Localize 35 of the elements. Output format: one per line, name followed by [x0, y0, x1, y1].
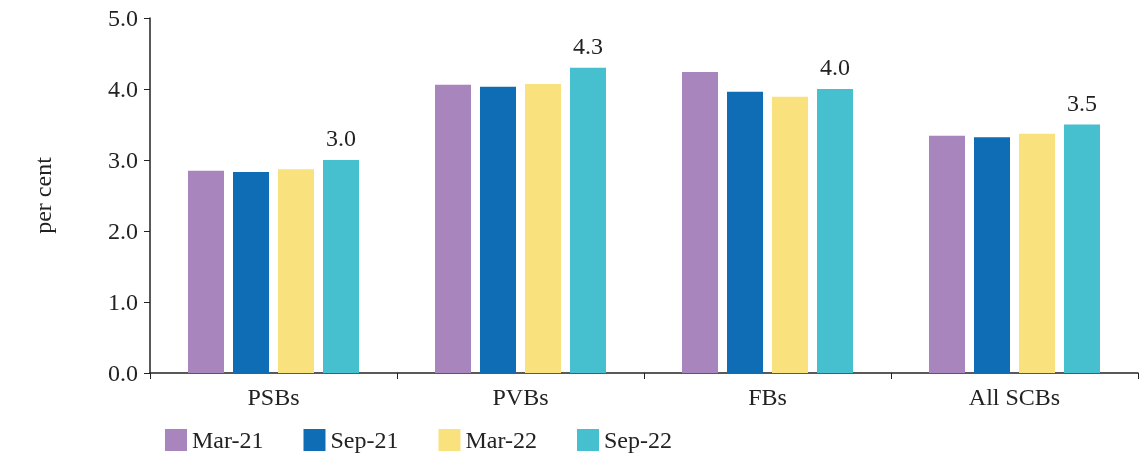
- bar: [727, 91, 763, 373]
- bar: [974, 137, 1010, 373]
- data-label: 4.3: [573, 32, 603, 59]
- legend-label: Mar-22: [465, 427, 537, 453]
- legend-label: Sep-22: [603, 427, 672, 453]
- bar: [817, 89, 853, 373]
- bar: [435, 84, 471, 373]
- x-tick-label: PVBs: [492, 384, 549, 410]
- bar: [525, 84, 561, 373]
- data-label: 4.0: [820, 54, 850, 80]
- data-label: 3.0: [326, 125, 356, 151]
- y-tick-label: 0.0: [108, 360, 138, 386]
- bar: [480, 86, 516, 373]
- x-tick-label: All SCBs: [968, 384, 1061, 410]
- data-label: 3.5: [1067, 89, 1097, 116]
- y-tick-label: 4.0: [108, 76, 138, 102]
- bar: [323, 160, 359, 373]
- legend-label: Mar-21: [192, 427, 264, 453]
- bar: [682, 71, 718, 373]
- bar: [233, 172, 269, 373]
- y-tick-label: 3.0: [108, 147, 138, 173]
- bar: [188, 170, 224, 373]
- y-tick-label: 2.0: [108, 218, 138, 244]
- legend-label: Sep-21: [330, 427, 399, 453]
- y-axis-title: per cent: [30, 156, 56, 234]
- bar: [929, 135, 965, 373]
- x-tick-label: PSBs: [247, 384, 300, 410]
- bar: [1019, 133, 1055, 373]
- bar: [570, 67, 606, 373]
- bar: [1064, 124, 1100, 373]
- bar: [772, 96, 808, 373]
- y-tick-label: 5.0: [108, 5, 138, 31]
- y-tick-label: 1.0: [108, 289, 138, 315]
- x-tick-label: FBs: [748, 384, 787, 410]
- bar: [278, 169, 314, 373]
